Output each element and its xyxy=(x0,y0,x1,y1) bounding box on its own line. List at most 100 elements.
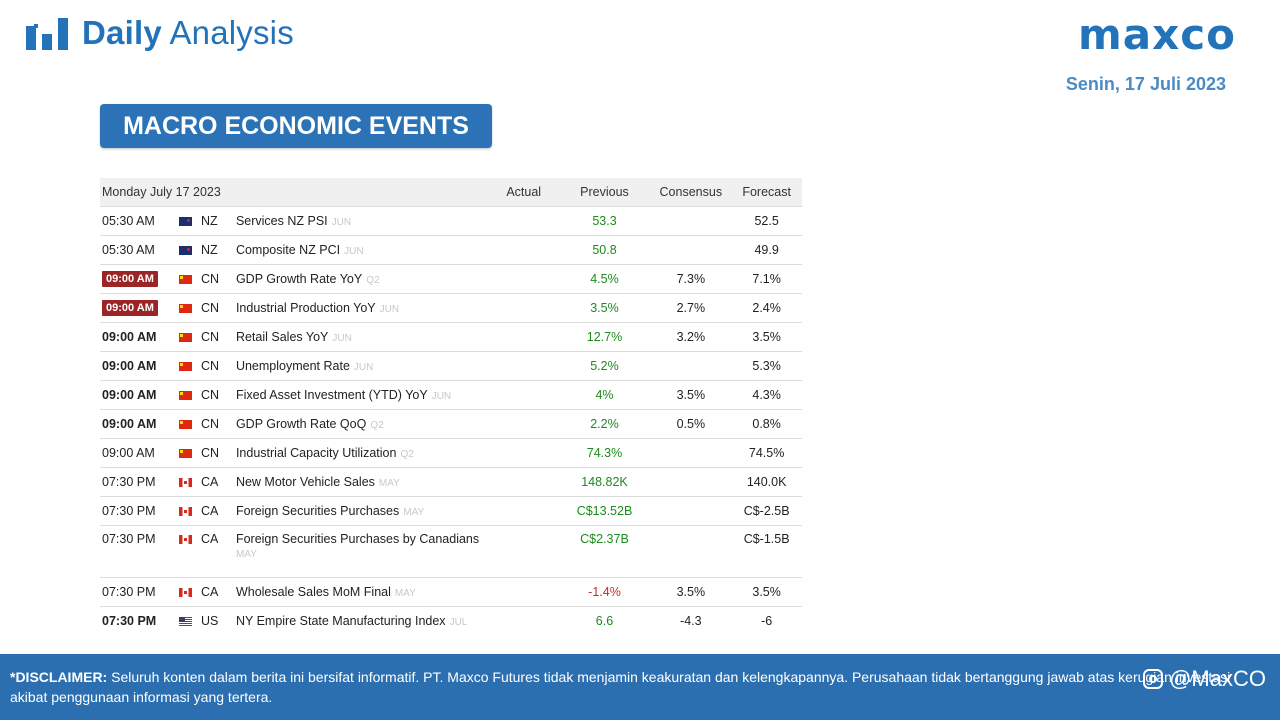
country-code: CA xyxy=(199,467,235,497)
event-name-cell[interactable]: Industrial Production YoY JUN xyxy=(234,293,489,323)
actual-value xyxy=(488,293,559,323)
consensus-value xyxy=(650,206,732,236)
event-name[interactable]: NY Empire State Manufacturing Index xyxy=(235,614,446,628)
event-time-cell: 09:00 AM xyxy=(100,264,179,294)
flag-cell xyxy=(178,409,200,439)
actual-value xyxy=(488,467,559,497)
previous-value: 5.2% xyxy=(558,351,651,381)
event-name-cell[interactable]: Wholesale Sales MoM Final MAY xyxy=(234,577,489,607)
consensus-value xyxy=(650,525,732,578)
calendar-row[interactable]: 07:30 PM CA New Motor Vehicle Sales MAY 148.… xyxy=(100,467,802,497)
calendar-row[interactable]: 07:30 PM CA Foreign Securities Purchases b… xyxy=(100,525,802,578)
flag-cn-icon xyxy=(179,420,193,430)
maxco-logo: maxco xyxy=(1078,10,1236,59)
report-date: Senin, 17 Juli 2023 xyxy=(1065,74,1226,94)
column-forecast: Forecast xyxy=(742,185,791,199)
event-reference-period: JUL xyxy=(449,617,468,628)
country-code: CN xyxy=(199,409,235,439)
event-time: 05:30 AM xyxy=(102,243,155,257)
disclaimer-text: Seluruh konten dalam berita ini bersifat… xyxy=(10,669,1231,705)
column-consensus: Consensus xyxy=(659,185,723,199)
flag-cell xyxy=(178,438,200,468)
calendar-row[interactable]: 09:00 AM CN Unemployment Rate JUN 5.2% 5.3% xyxy=(100,351,802,381)
event-name[interactable]: New Motor Vehicle Sales xyxy=(235,475,375,489)
event-time: 09:00 AM xyxy=(102,271,158,287)
economic-calendar: Monday July 17 2023 Actual Previous Cons… xyxy=(100,178,802,635)
calendar-row[interactable]: 09:00 AM CN GDP Growth Rate QoQ Q2 2.2% 0.5% 0… xyxy=(100,409,802,439)
event-name-cell[interactable]: Composite NZ PCI JUN xyxy=(234,235,489,265)
flag-cell xyxy=(178,206,200,236)
event-name[interactable]: Services NZ PSI xyxy=(235,214,328,228)
actual-value xyxy=(488,525,559,578)
flag-cell xyxy=(178,496,200,526)
flag-ca-icon xyxy=(179,535,193,545)
country-code: CN xyxy=(199,380,235,410)
event-name[interactable]: Composite NZ PCI xyxy=(235,243,341,257)
actual-value xyxy=(488,206,559,236)
calendar-row[interactable]: 09:00 AM CN Retail Sales YoY JUN 12.7% 3.2% 3.… xyxy=(100,322,802,352)
flag-nz-icon xyxy=(179,217,193,227)
brand-title: Daily Analysis xyxy=(82,14,294,52)
event-name-cell[interactable]: Services NZ PSI JUN xyxy=(234,206,489,236)
calendar-row[interactable]: 09:00 AM CN Industrial Capacity Utilizatio… xyxy=(100,438,802,468)
event-name[interactable]: GDP Growth Rate YoY xyxy=(235,272,363,286)
flag-ca-icon xyxy=(179,478,193,488)
section-title-badge: MACRO ECONOMIC EVENTS xyxy=(100,104,492,148)
calendar-row[interactable]: 07:30 PM CA Wholesale Sales MoM Final MAY -1… xyxy=(100,577,802,607)
event-name-cell[interactable]: Fixed Asset Investment (YTD) YoY JUN xyxy=(234,380,489,410)
calendar-row[interactable]: 07:30 PM CA Foreign Securities Purchases MA… xyxy=(100,496,802,526)
consensus-value xyxy=(650,467,732,497)
flag-cn-icon xyxy=(179,362,193,372)
event-name-cell[interactable]: GDP Growth Rate YoY Q2 xyxy=(234,264,489,294)
calendar-row[interactable]: 05:30 AM NZ Services NZ PSI JUN 53.3 52.5 xyxy=(100,206,802,236)
event-time-cell: 09:00 AM xyxy=(100,351,179,381)
forecast-value: 74.5% xyxy=(731,438,802,468)
event-name[interactable]: Retail Sales YoY xyxy=(235,330,329,344)
event-name-cell[interactable]: New Motor Vehicle Sales MAY xyxy=(234,467,489,497)
event-name[interactable]: Unemployment Rate xyxy=(235,359,350,373)
event-time-cell: 07:30 PM xyxy=(100,496,179,526)
country-code: CA xyxy=(199,496,235,526)
social-handle: @MaxCO xyxy=(1169,666,1266,691)
event-name-cell[interactable]: Industrial Capacity Utilization Q2 xyxy=(234,438,489,468)
consensus-value: 2.7% xyxy=(650,293,732,323)
event-name-cell[interactable]: Unemployment Rate JUN xyxy=(234,351,489,381)
consensus-value xyxy=(650,438,732,468)
actual-value xyxy=(488,577,559,607)
calendar-row[interactable]: 09:00 AM CN Industrial Production YoY JUN 3.… xyxy=(100,293,802,323)
event-name-cell[interactable]: GDP Growth Rate QoQ Q2 xyxy=(234,409,489,439)
event-time: 07:30 PM xyxy=(102,504,156,518)
event-name[interactable]: Fixed Asset Investment (YTD) YoY xyxy=(235,388,428,402)
flag-cn-icon xyxy=(179,304,193,314)
event-name-cell[interactable]: Foreign Securities Purchases by Canadian… xyxy=(234,525,489,578)
actual-value xyxy=(488,438,559,468)
calendar-row[interactable]: 05:30 AM NZ Composite NZ PCI JUN 50.8 49.9 xyxy=(100,235,802,265)
forecast-value: 140.0K xyxy=(731,467,802,497)
event-name[interactable]: Foreign Securities Purchases xyxy=(235,504,400,518)
previous-value: C$13.52B xyxy=(558,496,651,526)
event-name-cell[interactable]: NY Empire State Manufacturing Index JUL xyxy=(234,606,489,635)
event-reference-period: Q2 xyxy=(370,420,384,431)
event-name-cell[interactable]: Foreign Securities Purchases MAY xyxy=(234,496,489,526)
consensus-value xyxy=(650,496,732,526)
event-name[interactable]: Wholesale Sales MoM Final xyxy=(235,585,391,599)
previous-value: 4% xyxy=(558,380,651,410)
event-name[interactable]: Industrial Production YoY xyxy=(235,301,376,315)
previous-value: 50.8 xyxy=(558,235,651,265)
calendar-row[interactable]: 09:00 AM CN GDP Growth Rate YoY Q2 4.5% 7.3% 7… xyxy=(100,264,802,294)
event-reference-period: JUN xyxy=(331,217,352,228)
forecast-value: 5.3% xyxy=(731,351,802,381)
event-reference-period: JUN xyxy=(332,333,352,344)
event-name[interactable]: Foreign Securities Purchases by Canadian… xyxy=(235,532,480,546)
calendar-row[interactable]: 07:30 PM US NY Empire State Manufacturing … xyxy=(100,606,802,635)
calendar-row[interactable]: 09:00 AM CN Fixed Asset Investment (YTD) Y… xyxy=(100,380,802,410)
brand-title-light: Analysis xyxy=(169,14,294,51)
forecast-value: C$-2.5B xyxy=(731,496,802,526)
previous-value: -1.4% xyxy=(558,577,651,607)
event-name[interactable]: GDP Growth Rate QoQ xyxy=(235,417,367,431)
event-name[interactable]: Industrial Capacity Utilization xyxy=(235,446,397,460)
event-name-cell[interactable]: Retail Sales YoY JUN xyxy=(234,322,489,352)
event-time: 09:00 AM xyxy=(102,330,157,344)
consensus-value: -4.3 xyxy=(650,606,732,635)
bar-chart-icon xyxy=(26,18,68,50)
